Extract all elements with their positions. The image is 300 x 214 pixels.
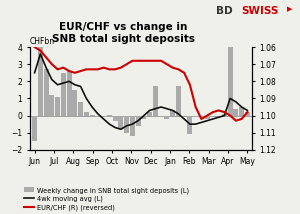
- Bar: [136, 116, 141, 126]
- Bar: [113, 116, 118, 121]
- Bar: [193, 116, 198, 117]
- Text: BD: BD: [216, 6, 232, 16]
- Bar: [170, 110, 175, 116]
- Bar: [239, 107, 244, 116]
- Bar: [199, 116, 204, 117]
- Bar: [50, 95, 54, 116]
- Bar: [95, 116, 100, 117]
- Text: SWISS: SWISS: [242, 6, 279, 16]
- Bar: [188, 116, 192, 134]
- Bar: [222, 114, 227, 116]
- Bar: [44, 69, 49, 116]
- Bar: [205, 116, 210, 119]
- Bar: [147, 112, 152, 116]
- Bar: [245, 112, 250, 116]
- Bar: [176, 86, 181, 116]
- Bar: [107, 115, 112, 116]
- Bar: [32, 116, 37, 141]
- Title: EUR/CHF vs change in
SNB total sight deposits: EUR/CHF vs change in SNB total sight dep…: [52, 22, 195, 43]
- Bar: [233, 109, 238, 116]
- Bar: [78, 102, 83, 116]
- Bar: [164, 116, 169, 119]
- Text: ▶: ▶: [286, 6, 292, 12]
- Bar: [84, 112, 89, 116]
- Bar: [38, 47, 43, 116]
- Text: CHFbn: CHFbn: [30, 37, 55, 46]
- Bar: [72, 90, 77, 116]
- Bar: [118, 116, 123, 129]
- Bar: [141, 116, 146, 119]
- Legend: Weekly change in SNB total sight deposits (L), 4wk moving avg (L), EUR/CHF (R) (: Weekly change in SNB total sight deposit…: [24, 187, 189, 211]
- Bar: [90, 115, 94, 116]
- Bar: [67, 71, 72, 116]
- Bar: [61, 73, 66, 116]
- Bar: [130, 116, 135, 136]
- Bar: [228, 35, 232, 116]
- Bar: [124, 116, 129, 133]
- Bar: [55, 97, 60, 116]
- Bar: [153, 86, 158, 116]
- Bar: [159, 116, 164, 117]
